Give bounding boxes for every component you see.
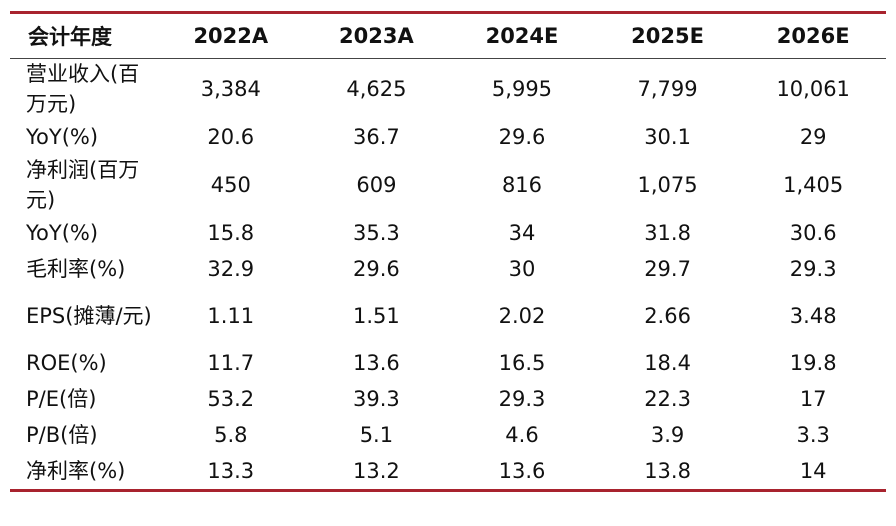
table-cell: 29.7 bbox=[644, 257, 691, 281]
table-cell: 7,799 bbox=[637, 77, 698, 101]
table-cell: 53.2 bbox=[207, 387, 255, 411]
table-cell: 29 bbox=[799, 125, 827, 149]
table-cell: 32.9 bbox=[207, 257, 255, 281]
table-cell: 16.5 bbox=[498, 351, 546, 375]
header-cell-2026e: 2026E bbox=[740, 14, 886, 59]
table-row: YoY(%) 20.6 36.7 29.6 30.1 29 bbox=[10, 119, 886, 155]
header-cell-fiscal-year: 会计年度 bbox=[10, 14, 158, 59]
table-row: EPS(摊薄/元) 1.11 1.51 2.02 2.66 3.48 bbox=[10, 287, 886, 345]
header-cell-2022a: 2022A bbox=[158, 14, 304, 59]
table-cell: 18.4 bbox=[644, 351, 691, 375]
table-row: YoY(%) 15.8 35.3 34 31.8 30.6 bbox=[10, 215, 886, 251]
table-cell: 22.3 bbox=[644, 387, 691, 411]
table-row: 营业收入(百万元) 3,384 4,625 5,995 7,799 10,061 bbox=[10, 59, 886, 120]
row-label: 毛利率(%) bbox=[26, 257, 126, 281]
table-cell: 609 bbox=[356, 173, 397, 197]
table-cell: 29.3 bbox=[498, 387, 546, 411]
table-cell: 5.1 bbox=[359, 423, 394, 447]
table-cell: 3,384 bbox=[200, 77, 261, 101]
row-label: 净利率(%) bbox=[26, 459, 126, 483]
row-label: 净利润(百万元) bbox=[26, 158, 140, 212]
table-cell: 2.66 bbox=[644, 304, 691, 328]
table-cell: 29.3 bbox=[789, 257, 837, 281]
table-cell: 13.6 bbox=[498, 459, 546, 483]
table-cell: 1.11 bbox=[207, 304, 255, 328]
table-cell: 1,075 bbox=[637, 173, 698, 197]
table-cell: 11.7 bbox=[207, 351, 255, 375]
table-cell: 30.6 bbox=[789, 221, 837, 245]
header-row: 会计年度 2022A 2023A 2024E 2025E 2026E bbox=[10, 14, 886, 59]
top-rule bbox=[10, 11, 886, 14]
table-cell: 34 bbox=[508, 221, 536, 245]
table-cell: 35.3 bbox=[353, 221, 400, 245]
financial-forecast-table-wrap: 会计年度 2022A 2023A 2024E 2025E 2026E 营业收入(… bbox=[10, 11, 886, 492]
table-row: P/E(倍) 53.2 39.3 29.3 22.3 17 bbox=[10, 381, 886, 417]
table-cell: 1,405 bbox=[783, 173, 844, 197]
row-label: ROE(%) bbox=[26, 351, 107, 375]
table-cell: 20.6 bbox=[207, 125, 255, 149]
table-cell: 30 bbox=[508, 257, 536, 281]
table-row: 净利率(%) 13.3 13.2 13.6 13.8 14 bbox=[10, 453, 886, 489]
table-cell: 13.8 bbox=[644, 459, 691, 483]
table-cell: 19.8 bbox=[789, 351, 837, 375]
table-cell: 3.3 bbox=[796, 423, 830, 447]
row-label: P/B(倍) bbox=[26, 423, 98, 447]
table-row: ROE(%) 11.7 13.6 16.5 18.4 19.8 bbox=[10, 345, 886, 381]
row-label: 营业收入(百万元) bbox=[26, 62, 140, 116]
table-body: 营业收入(百万元) 3,384 4,625 5,995 7,799 10,061… bbox=[10, 59, 886, 490]
table-row: 毛利率(%) 32.9 29.6 30 29.7 29.3 bbox=[10, 251, 886, 287]
table-cell: 31.8 bbox=[644, 221, 691, 245]
table-cell: 29.6 bbox=[498, 125, 546, 149]
header-cell-2023a: 2023A bbox=[303, 14, 450, 59]
table-cell: 39.3 bbox=[353, 387, 400, 411]
bottom-rule bbox=[10, 489, 886, 492]
table-cell: 17 bbox=[799, 387, 827, 411]
table-cell: 1.51 bbox=[353, 304, 400, 328]
table-cell: 3.9 bbox=[650, 423, 685, 447]
table-cell: 4.6 bbox=[505, 423, 539, 447]
table-cell: 4,625 bbox=[346, 77, 407, 101]
header-cell-2025e: 2025E bbox=[594, 14, 741, 59]
table-cell: 3.48 bbox=[789, 304, 837, 328]
row-label: YoY(%) bbox=[26, 221, 99, 245]
table-cell: 13.6 bbox=[353, 351, 400, 375]
table-row: 净利润(百万元) 450 609 816 1,075 1,405 bbox=[10, 155, 886, 215]
table-cell: 36.7 bbox=[353, 125, 400, 149]
table-cell: 14 bbox=[799, 459, 827, 483]
table-cell: 450 bbox=[210, 173, 251, 197]
row-label: P/E(倍) bbox=[26, 387, 97, 411]
table-row: P/B(倍) 5.8 5.1 4.6 3.9 3.3 bbox=[10, 417, 886, 453]
row-label: EPS(摊薄/元) bbox=[26, 304, 152, 328]
table-header: 会计年度 2022A 2023A 2024E 2025E 2026E bbox=[10, 14, 886, 59]
table-cell: 15.8 bbox=[207, 221, 255, 245]
table-cell: 13.3 bbox=[207, 459, 255, 483]
table-cell: 13.2 bbox=[353, 459, 400, 483]
table-cell: 30.1 bbox=[644, 125, 691, 149]
table-cell: 5,995 bbox=[491, 77, 553, 101]
table-cell: 816 bbox=[501, 173, 543, 197]
table-cell: 10,061 bbox=[776, 77, 850, 101]
financial-forecast-table: 会计年度 2022A 2023A 2024E 2025E 2026E 营业收入(… bbox=[10, 14, 886, 489]
table-cell: 5.8 bbox=[214, 423, 248, 447]
header-cell-2024e: 2024E bbox=[449, 14, 595, 59]
table-cell: 29.6 bbox=[353, 257, 400, 281]
table-cell: 2.02 bbox=[498, 304, 546, 328]
row-label: YoY(%) bbox=[26, 125, 99, 149]
